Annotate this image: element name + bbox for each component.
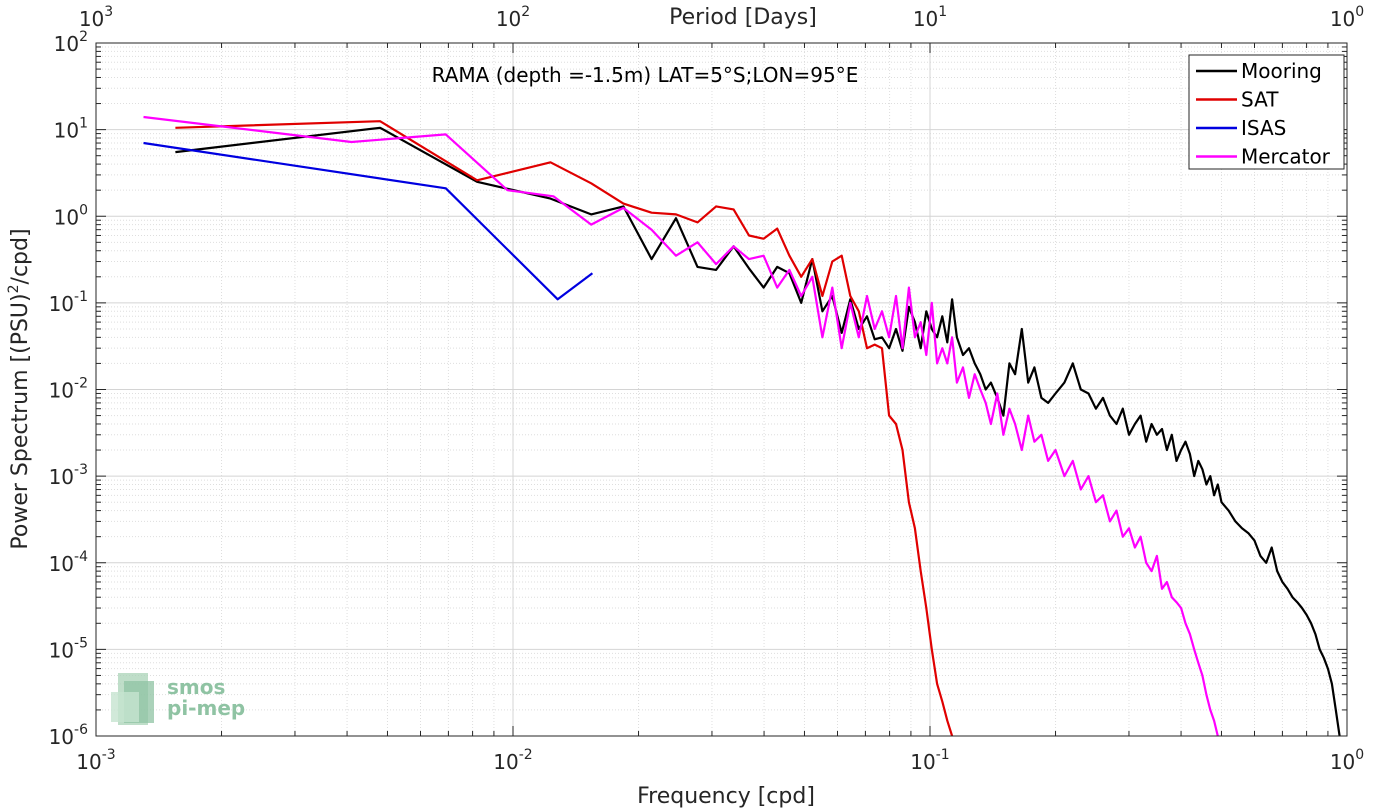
x-tick-label: 10-3 [76, 747, 115, 774]
y-tick-label-exp: -2 [74, 376, 88, 392]
y-tick-label-base: 10 [49, 465, 74, 489]
logo-text-pi-mep: pi-mep [167, 696, 245, 720]
x-tick-label-exp: -2 [519, 747, 533, 763]
top-tick-labels: 103 102 101 100 [79, 4, 1364, 31]
series-line-mercator [143, 115, 1219, 736]
y-tick-label-exp: -4 [74, 549, 88, 565]
top-tick-label-exp: 3 [104, 4, 113, 20]
top-axis-label: Period [Days] [669, 5, 817, 30]
logo-text-smos: smos [167, 675, 225, 699]
x-tick-label: 10-2 [493, 747, 532, 774]
y-tick-label-exp: -5 [74, 635, 88, 651]
y-tick-label-base: 10 [49, 552, 74, 576]
y-axis-label-base: Power Spectrum [(PSU) [8, 293, 33, 549]
x-tick-labels: 10-3 10-2 10-1 100 [76, 747, 1364, 774]
y-tick-label: 100 [54, 202, 88, 229]
y-tick-label: 10-5 [49, 635, 88, 662]
top-tick-label: 101 [913, 4, 947, 31]
y-tick-label-exp: -1 [74, 289, 88, 305]
y-tick-label-base: 10 [54, 205, 79, 229]
top-tick-label: 103 [79, 4, 113, 31]
y-axis-label-sup: 2 [6, 284, 22, 293]
y-tick-label-exp: -3 [74, 462, 88, 478]
x-tick-label-base: 10 [76, 750, 101, 774]
y-tick-label-base: 10 [49, 725, 74, 749]
top-tick-label: 102 [496, 4, 530, 31]
top-tick-label-exp: 2 [521, 4, 530, 20]
legend-label-mercator: Mercator [1241, 145, 1331, 169]
y-tick-label: 10-2 [49, 376, 88, 403]
top-tick-label-exp: 1 [938, 4, 947, 20]
y-tick-label-base: 10 [49, 379, 74, 403]
legend: Mooring SAT ISAS Mercator [1188, 54, 1345, 170]
top-tick-label-base: 10 [496, 7, 521, 31]
y-tick-label: 10-3 [49, 462, 88, 489]
top-tick-label-exp: 0 [1355, 4, 1364, 20]
y-tick-label: 101 [54, 116, 88, 143]
y-tick-label-exp: 2 [79, 29, 88, 45]
series-line-sat [175, 120, 954, 736]
smos-pi-mep-logo: smos pi-mep [111, 673, 245, 725]
x-tick-label: 100 [1330, 747, 1364, 774]
tick-marks [95, 42, 1348, 737]
y-tick-label: 10-4 [49, 549, 89, 576]
x-tick-label-base: 10 [910, 750, 935, 774]
x-axis-label: Frequency [cpd] [637, 784, 815, 809]
y-tick-label-base: 10 [54, 119, 79, 143]
top-tick-label-base: 10 [79, 7, 104, 31]
y-tick-label-base: 10 [49, 292, 74, 316]
top-tick-label-base: 10 [913, 7, 938, 31]
y-tick-label-exp: 1 [79, 116, 88, 132]
y-tick-label-base: 10 [49, 638, 74, 662]
x-tick-label-base: 10 [1330, 750, 1355, 774]
x-tick-label-exp: -1 [936, 747, 950, 763]
logo-shape-front [111, 692, 139, 722]
y-tick-label: 102 [54, 29, 88, 56]
legend-label-isas: ISAS [1241, 116, 1286, 140]
y-tick-label-exp: 0 [79, 202, 88, 218]
x-tick-label-exp: -3 [102, 747, 116, 763]
series-line-isas [143, 141, 594, 301]
y-axis-label-tail: /cpd] [8, 228, 33, 284]
y-tick-label-exp: -6 [74, 722, 88, 738]
y-tick-label: 10-1 [49, 289, 88, 316]
legend-label-sat: SAT [1241, 88, 1279, 112]
major-gridlines [95, 42, 1348, 737]
y-tick-label-base: 10 [54, 32, 79, 56]
chart-annotation: RAMA (depth =-1.5m) LAT=5°S;LON=95°E [432, 63, 859, 87]
y-tick-label: 10-6 [49, 722, 89, 749]
top-tick-label-base: 10 [1330, 7, 1355, 31]
legend-label-mooring: Mooring [1241, 59, 1322, 83]
series-layer [143, 115, 1341, 736]
x-tick-label-exp: 0 [1355, 747, 1364, 763]
legend-box [1188, 54, 1345, 170]
x-tick-label-base: 10 [493, 750, 518, 774]
top-tick-label: 100 [1330, 4, 1364, 31]
x-tick-label: 10-1 [910, 747, 949, 774]
y-axis-label: Power Spectrum [(PSU)2/cpd] [6, 228, 33, 549]
